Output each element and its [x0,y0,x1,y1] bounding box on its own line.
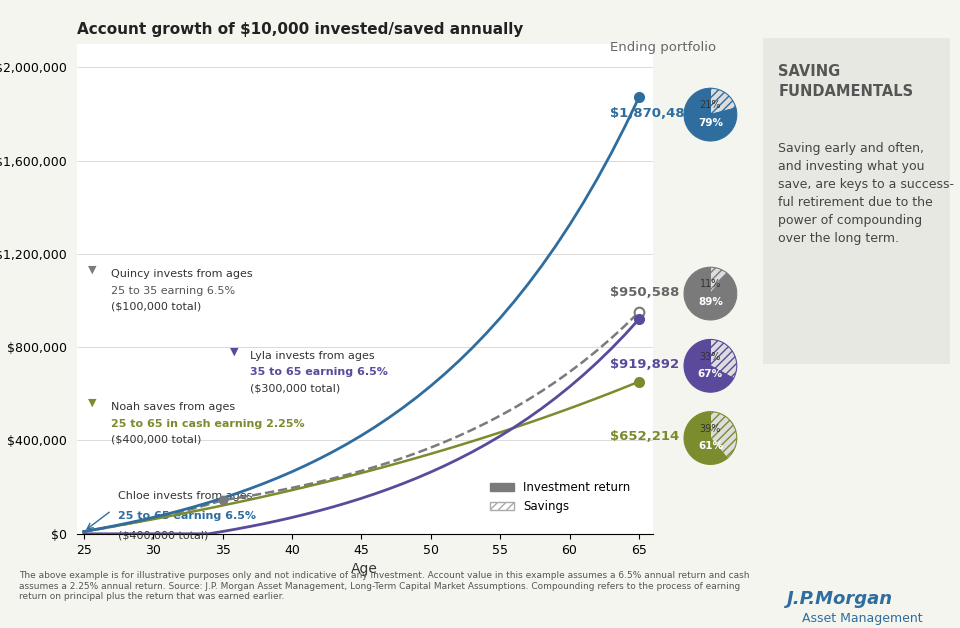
Text: $919,892: $919,892 [610,358,679,371]
Text: 67%: 67% [698,369,723,379]
Text: Ending portfolio: Ending portfolio [610,41,716,54]
Text: ▼: ▼ [88,398,96,408]
Text: ▼: ▼ [229,346,238,356]
Wedge shape [684,339,733,392]
Text: Quincy invests from ages: Quincy invests from ages [111,269,253,279]
Text: ($100,000 total): ($100,000 total) [111,302,202,312]
Text: Account growth of $10,000 invested/saved annually: Account growth of $10,000 invested/saved… [77,22,523,37]
Text: Noah saves from ages: Noah saves from ages [111,402,235,412]
Wedge shape [710,412,736,458]
Wedge shape [684,89,736,141]
Text: SAVING
FUNDAMENTALS: SAVING FUNDAMENTALS [779,64,913,99]
Text: The above example is for illustrative purposes only and not indicative of any in: The above example is for illustrative pu… [19,571,750,601]
Text: Asset Management: Asset Management [802,612,923,625]
Text: Lyla invests from ages: Lyla invests from ages [251,351,375,361]
Text: $950,588: $950,588 [610,286,679,298]
Wedge shape [684,267,736,320]
Text: 25 to 65 earning 6.5%: 25 to 65 earning 6.5% [118,511,256,521]
Wedge shape [710,339,736,379]
Text: 25 to 35 earning 6.5%: 25 to 35 earning 6.5% [111,286,235,296]
Wedge shape [710,267,728,293]
Text: Chloe invests from ages: Chloe invests from ages [118,491,252,501]
Text: Saving early and often,
and investing what you
save, are keys to a success-
ful : Saving early and often, and investing wh… [779,142,954,245]
Text: ($400,000 total): ($400,000 total) [118,531,209,541]
Text: J.P.Morgan: J.P.Morgan [787,590,894,609]
Text: 61%: 61% [698,441,723,451]
Legend: Investment return, Savings: Investment return, Savings [486,477,636,518]
Text: ($300,000 total): ($300,000 total) [251,384,341,394]
Text: 11%: 11% [700,279,721,290]
Wedge shape [710,89,736,115]
X-axis label: Age: Age [351,562,378,576]
Text: 21%: 21% [700,100,721,111]
Text: 79%: 79% [698,117,723,127]
Text: $652,214: $652,214 [610,430,679,443]
Text: 35 to 65 earning 6.5%: 35 to 65 earning 6.5% [251,367,388,377]
Text: ▼: ▼ [88,264,96,274]
Text: 25 to 65 in cash earning 2.25%: 25 to 65 in cash earning 2.25% [111,418,305,428]
Text: $1,870,480: $1,870,480 [610,107,693,119]
Text: ($400,000 total): ($400,000 total) [111,435,202,445]
Wedge shape [684,412,728,464]
Text: 33%: 33% [700,352,721,362]
Text: 39%: 39% [700,424,721,434]
Text: 89%: 89% [698,296,723,306]
